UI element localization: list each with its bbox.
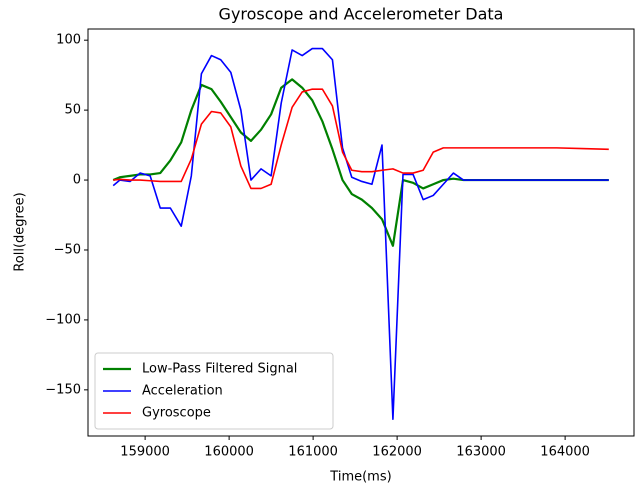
legend-label: Acceleration [142,384,223,399]
x-axis-label: Time(ms) [329,470,391,485]
chart-title: Gyroscope and Accelerometer Data [219,5,504,24]
data-line [112,47,609,421]
legend-label: Gyroscope [142,406,211,421]
data-line [112,78,609,247]
x-tick-label: 159000 [120,445,170,460]
x-tick-label: 161000 [288,445,338,460]
legend-box [94,352,334,430]
y-tick-label: −150 [45,382,81,397]
y-axis-label: Roll(degree) [13,192,28,271]
data-line [113,88,609,190]
y-tick-label: −50 [54,242,81,257]
plot-frame [87,28,635,437]
y-tick-label: −100 [45,312,81,327]
x-tick-label: 164000 [540,445,590,460]
x-tick-label: 163000 [456,445,506,460]
x-tick-label: 162000 [372,445,422,460]
legend-label: Low-Pass Filtered Signal [142,362,297,377]
legend: Low-Pass Filtered Signal Acceleration Gyro… [94,352,334,430]
y-tick-label: 0 [73,173,81,188]
y-tick-label: 100 [56,33,81,48]
x-tick-label: 160000 [204,445,254,460]
y-tick-label: 50 [64,103,81,118]
